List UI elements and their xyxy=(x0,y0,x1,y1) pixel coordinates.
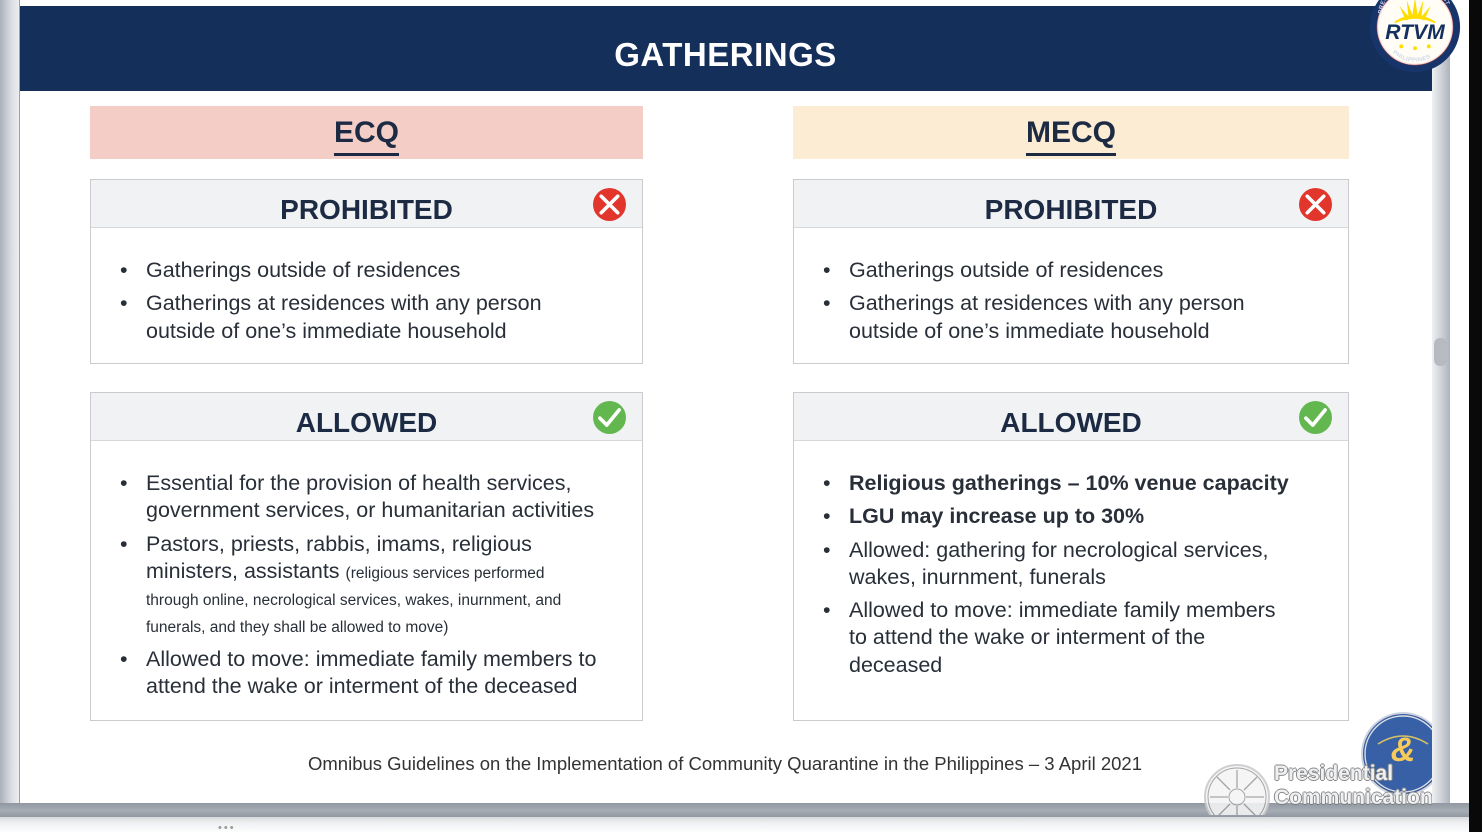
svg-text:RTVM: RTVM xyxy=(1385,21,1445,44)
